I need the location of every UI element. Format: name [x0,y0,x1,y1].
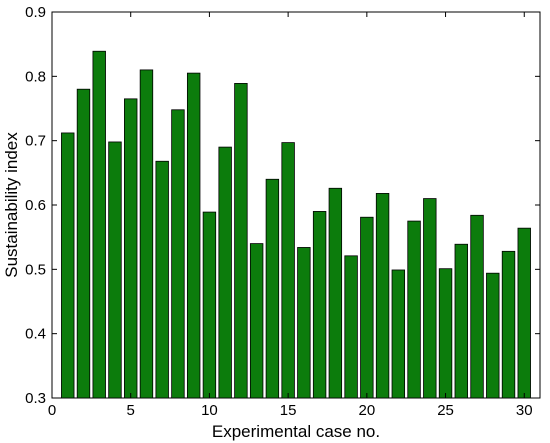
bar-14 [265,178,280,399]
x-axis-ticks: 0 5 10 15 20 25 30 [48,12,533,419]
bar-25 [438,268,453,399]
x-tick-label: 30 [516,402,533,419]
x-tick-label: 0 [48,402,56,419]
bar-15 [281,142,295,399]
bar-30 [517,227,531,399]
bar-2 [76,88,91,399]
bar-19 [344,255,358,399]
bar-29 [501,250,516,399]
bar-21 [375,193,390,399]
bar-20 [360,216,374,399]
x-tick-label: 20 [358,402,375,419]
y-axis-label: Sustainability index [2,132,21,278]
bar-26 [454,243,468,399]
bar-6 [139,69,154,399]
bar-23 [407,220,421,399]
y-tick-label: 0.5 [25,261,46,278]
bar-10 [202,211,217,399]
bar-8 [171,109,185,399]
y-axis-ticks: 0.3 0.4 0.5 0.6 0.7 0.8 0.9 [25,4,540,407]
x-axis-label: Experimental case no. [212,422,380,441]
bar-16 [297,247,311,399]
bar-28 [486,272,500,399]
y-tick-label: 0.8 [25,68,46,85]
y-tick-label: 0.9 [25,4,46,21]
bar-5 [124,98,138,399]
bar-9 [186,72,201,399]
bar-4 [108,141,122,399]
x-tick-label: 15 [280,402,297,419]
x-tick-label: 25 [437,402,454,419]
bar-17 [312,211,327,399]
x-tick-label: 5 [127,402,135,419]
bar-13 [249,243,264,399]
bar-7 [155,160,169,399]
x-tick-label: 10 [201,402,218,419]
bar-22 [391,269,406,399]
y-tick-label: 0.7 [25,133,46,150]
bar-18 [328,187,343,399]
bar-12 [234,83,248,399]
y-tick-label: 0.4 [25,326,46,343]
bar-24 [423,198,437,399]
y-tick-label: 0.3 [25,390,46,407]
bar-27 [470,214,484,399]
bar-1 [61,132,75,399]
bar-11 [218,146,232,399]
y-tick-label: 0.6 [25,197,46,214]
bar-3 [92,50,106,399]
bars [61,50,531,399]
